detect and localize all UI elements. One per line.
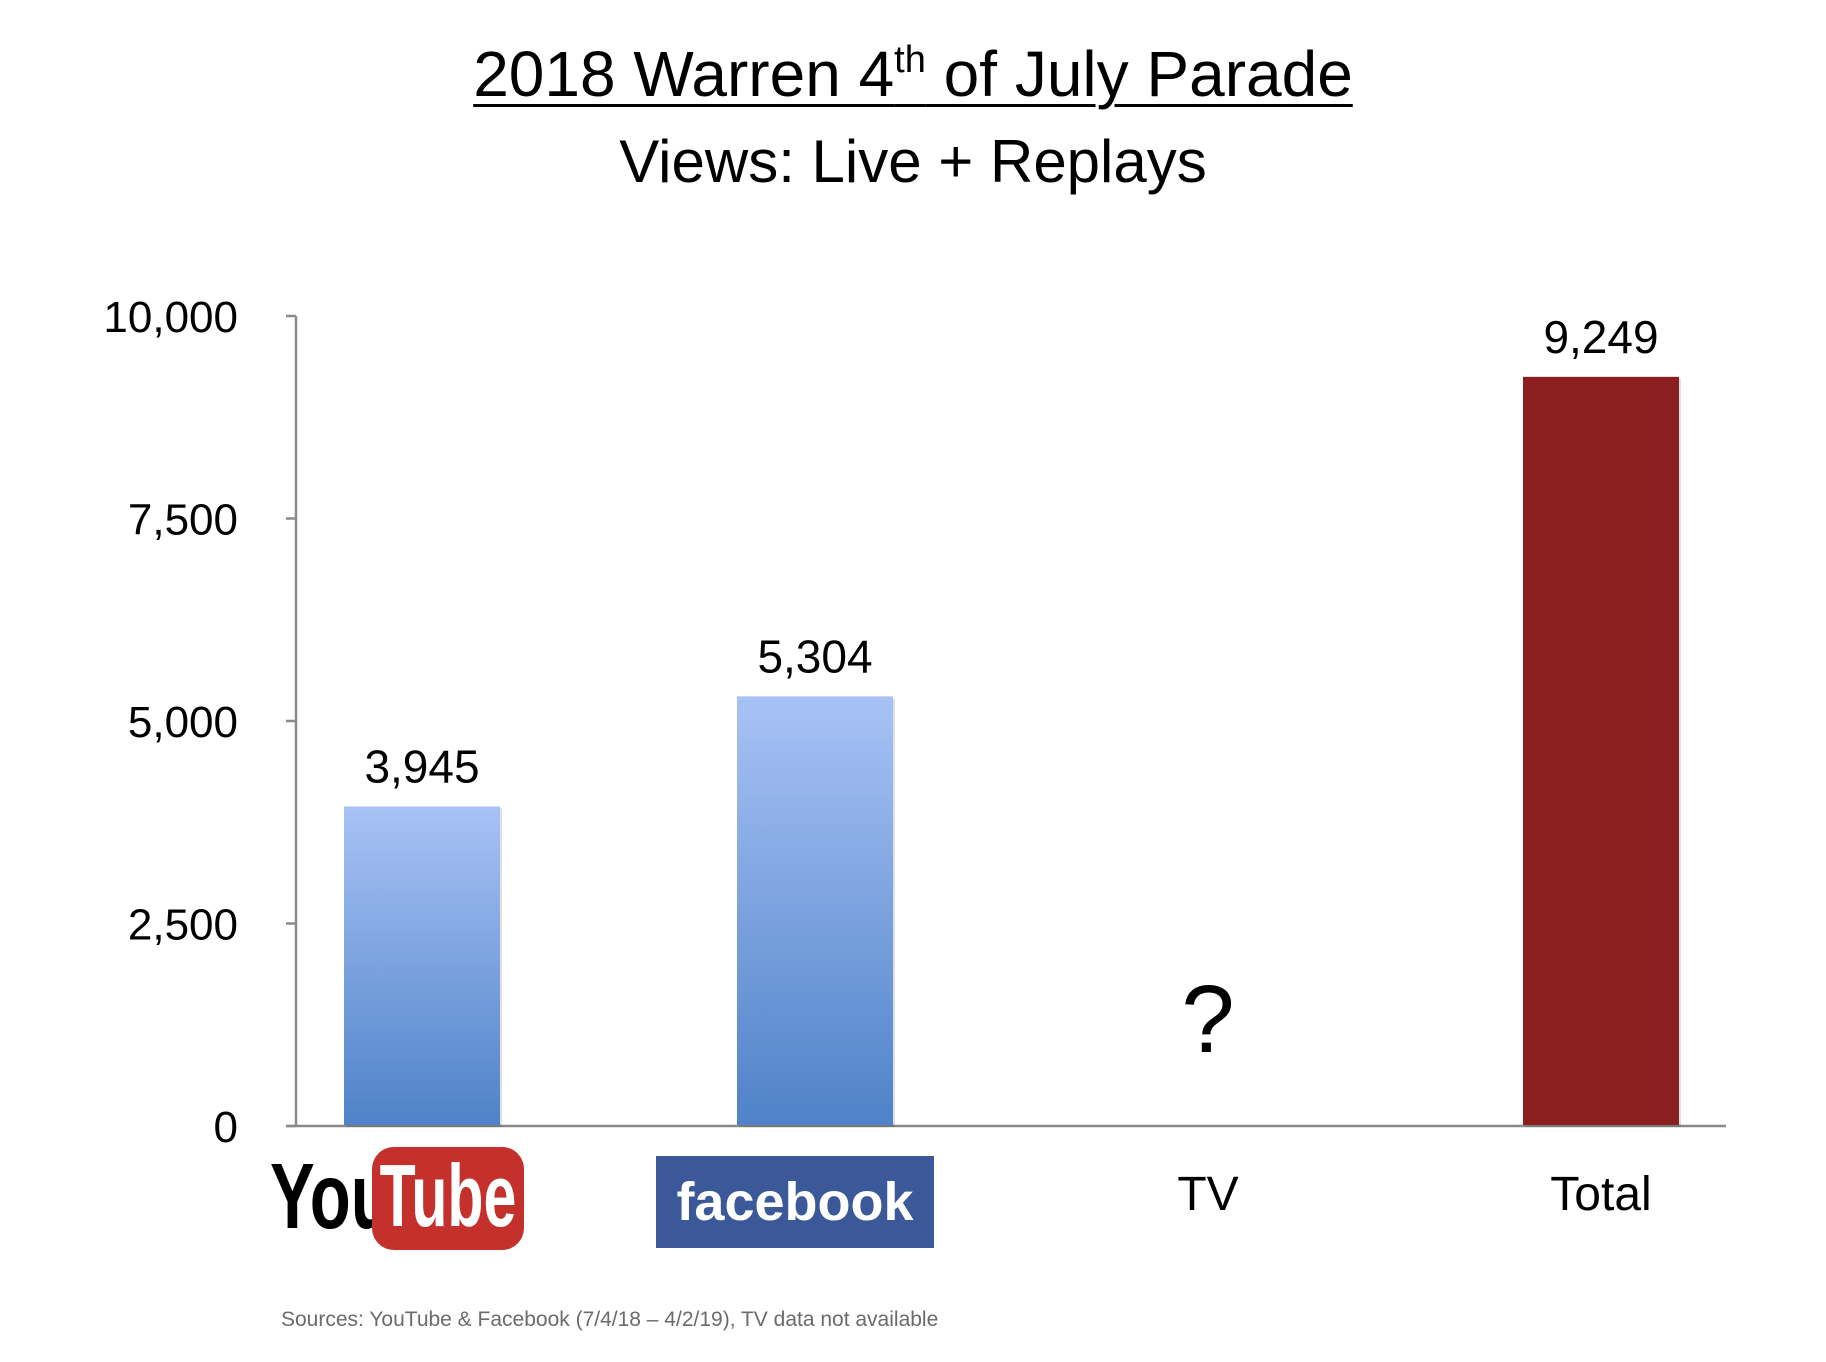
youtube-logo-badge — [372, 1147, 524, 1250]
bar — [1523, 376, 1679, 1125]
x-tick-label-total: Total — [1550, 1168, 1651, 1221]
chart-title-prefix: 2018 Warren 4 — [473, 38, 895, 110]
x-axis-labels: YouTube facebook TV Total — [270, 1145, 1652, 1250]
facebook-logo-badge — [656, 1156, 934, 1248]
source-note: Sources: YouTube & Facebook (7/4/18 – 4/… — [281, 1308, 939, 1331]
chart-subtitle: Views: Live + Replays — [619, 128, 1207, 195]
value-label: ? — [1181, 966, 1234, 1073]
labels: 3,945 5,304? 9,249 — [364, 311, 1658, 1073]
bar — [344, 806, 500, 1125]
y-tick-label: 0 — [214, 1103, 238, 1152]
value-label: 9,249 — [1543, 311, 1658, 363]
youtube-logo-tube: Tube — [380, 1146, 517, 1245]
value-label: 3,945 — [364, 740, 479, 792]
y-tick-label: 7,500 — [128, 496, 238, 545]
bar — [737, 696, 893, 1125]
value-label: 5,304 — [757, 630, 872, 682]
chart-title-superscript: th — [894, 39, 926, 81]
chart-title: 2018 Warren 4th of July Parade — [0, 34, 1826, 114]
y-tick-label: 2,500 — [128, 901, 238, 950]
chart-title-text: 2018 Warren 4th of July Parade — [473, 38, 1353, 110]
chart-title-suffix: of July Parade — [925, 38, 1353, 110]
y-tick-label: 10,000 — [103, 293, 238, 342]
y-tick-label: 5,000 — [128, 698, 238, 747]
bars — [344, 376, 1681, 1127]
x-tick-label-tv: TV — [1177, 1168, 1238, 1221]
youtube-logo-you: You — [270, 1145, 392, 1248]
axes: 0 2,500 5,000 7,500 10,000 — [103, 293, 1726, 1152]
facebook-logo-text: facebook — [676, 1172, 914, 1232]
